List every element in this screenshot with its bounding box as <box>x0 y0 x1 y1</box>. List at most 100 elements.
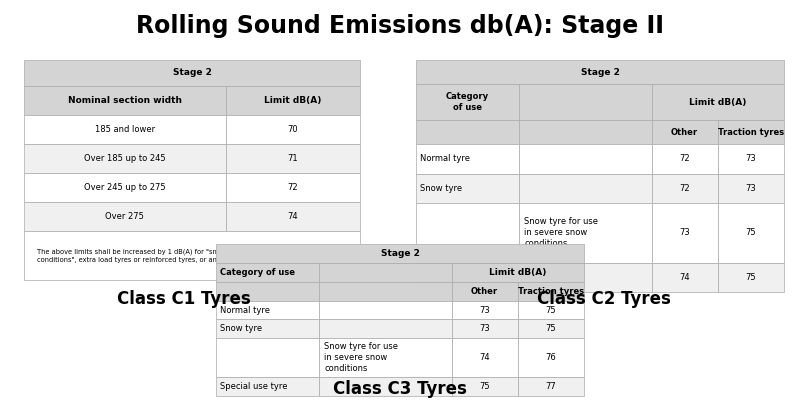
Text: Normal tyre: Normal tyre <box>420 154 470 164</box>
Bar <box>451 377 518 396</box>
Bar <box>226 115 360 144</box>
Bar <box>226 144 360 173</box>
Text: Category of use: Category of use <box>220 268 295 277</box>
Bar <box>651 144 718 174</box>
Bar <box>24 115 226 144</box>
Text: The above limits shall be increased by 1 dB(A) for "snow tyre  for use in severe: The above limits shall be increased by 1… <box>38 249 346 263</box>
Bar <box>518 377 584 396</box>
Text: 72: 72 <box>679 154 690 164</box>
Bar <box>518 320 584 338</box>
Text: 75: 75 <box>746 228 756 237</box>
Bar <box>226 173 360 202</box>
Bar <box>518 338 584 377</box>
Text: 72: 72 <box>287 183 298 192</box>
Text: Traction tyres: Traction tyres <box>718 128 784 137</box>
Bar <box>319 338 451 377</box>
Text: Normal tyre: Normal tyre <box>220 306 270 314</box>
Text: 75: 75 <box>546 324 556 334</box>
Bar <box>451 338 518 377</box>
Bar <box>651 84 784 120</box>
Bar <box>319 263 451 282</box>
Text: 73: 73 <box>746 154 756 164</box>
Bar <box>319 301 451 320</box>
Bar <box>519 174 651 203</box>
Bar <box>451 301 518 320</box>
Bar <box>216 282 319 301</box>
Text: 73: 73 <box>679 228 690 237</box>
Bar <box>518 282 584 301</box>
Text: Stage 2: Stage 2 <box>581 68 619 77</box>
Bar <box>226 86 360 115</box>
Bar <box>519 84 651 120</box>
Text: Special use tyre: Special use tyre <box>220 382 288 391</box>
Text: Over 275: Over 275 <box>106 212 144 222</box>
Text: Limit dB(A): Limit dB(A) <box>689 98 746 107</box>
Bar <box>416 120 519 144</box>
Text: Limit dB(A): Limit dB(A) <box>489 268 546 277</box>
Bar <box>216 338 319 377</box>
Bar <box>24 173 226 202</box>
Bar <box>24 232 360 280</box>
Bar <box>416 263 519 292</box>
Text: Special use tyre: Special use tyre <box>420 273 488 282</box>
Bar <box>519 203 651 263</box>
Bar <box>416 203 519 263</box>
Text: Over 185 up to 245: Over 185 up to 245 <box>84 154 166 163</box>
Bar <box>519 144 651 174</box>
Bar <box>651 174 718 203</box>
Bar <box>216 320 319 338</box>
Text: Category
of use: Category of use <box>446 92 489 112</box>
Bar <box>216 377 319 396</box>
Bar <box>518 301 584 320</box>
Bar <box>416 144 519 174</box>
Bar <box>416 174 519 203</box>
Text: Other: Other <box>671 128 698 137</box>
Text: 73: 73 <box>746 184 756 193</box>
Text: Class C3 Tyres: Class C3 Tyres <box>333 380 467 398</box>
Text: 74: 74 <box>679 273 690 282</box>
Bar <box>216 244 584 263</box>
Bar <box>451 282 518 301</box>
Bar <box>718 144 784 174</box>
Bar <box>718 120 784 144</box>
Bar <box>216 301 319 320</box>
Bar <box>216 263 319 282</box>
Text: Other: Other <box>471 287 498 296</box>
Bar <box>718 263 784 292</box>
Bar <box>24 202 226 232</box>
Bar <box>718 174 784 203</box>
Text: 74: 74 <box>479 353 490 362</box>
Text: Snow tyre: Snow tyre <box>220 324 262 334</box>
Text: Traction tyres: Traction tyres <box>518 287 584 296</box>
Bar <box>226 202 360 232</box>
Text: Class C2 Tyres: Class C2 Tyres <box>537 290 671 308</box>
Bar <box>651 120 718 144</box>
Text: 75: 75 <box>746 273 756 282</box>
Text: Stage 2: Stage 2 <box>173 68 211 78</box>
Bar <box>319 320 451 338</box>
Text: Rolling Sound Emissions db(A): Stage II: Rolling Sound Emissions db(A): Stage II <box>136 14 664 38</box>
Bar <box>718 203 784 263</box>
Text: Snow tyre for use
in severe snow
conditions: Snow tyre for use in severe snow conditi… <box>524 217 598 248</box>
Text: 73: 73 <box>479 306 490 314</box>
Bar <box>24 60 360 86</box>
Text: 75: 75 <box>479 382 490 391</box>
Text: 70: 70 <box>287 125 298 134</box>
Bar <box>416 60 784 84</box>
Text: 71: 71 <box>287 154 298 163</box>
Text: Snow tyre for use
in severe snow
conditions: Snow tyre for use in severe snow conditi… <box>324 342 398 373</box>
Text: Snow tyre: Snow tyre <box>420 184 462 193</box>
Bar <box>319 377 451 396</box>
Text: Limit dB(A): Limit dB(A) <box>264 96 322 105</box>
Bar <box>451 263 584 282</box>
Bar <box>24 144 226 173</box>
Bar <box>519 120 651 144</box>
Text: Class C1 Tyres: Class C1 Tyres <box>117 290 251 308</box>
Bar <box>24 86 226 115</box>
Bar <box>416 84 519 120</box>
Text: Stage 2: Stage 2 <box>381 249 419 258</box>
Bar <box>319 282 451 301</box>
Text: 77: 77 <box>546 382 556 391</box>
Bar <box>519 263 651 292</box>
Bar <box>451 320 518 338</box>
